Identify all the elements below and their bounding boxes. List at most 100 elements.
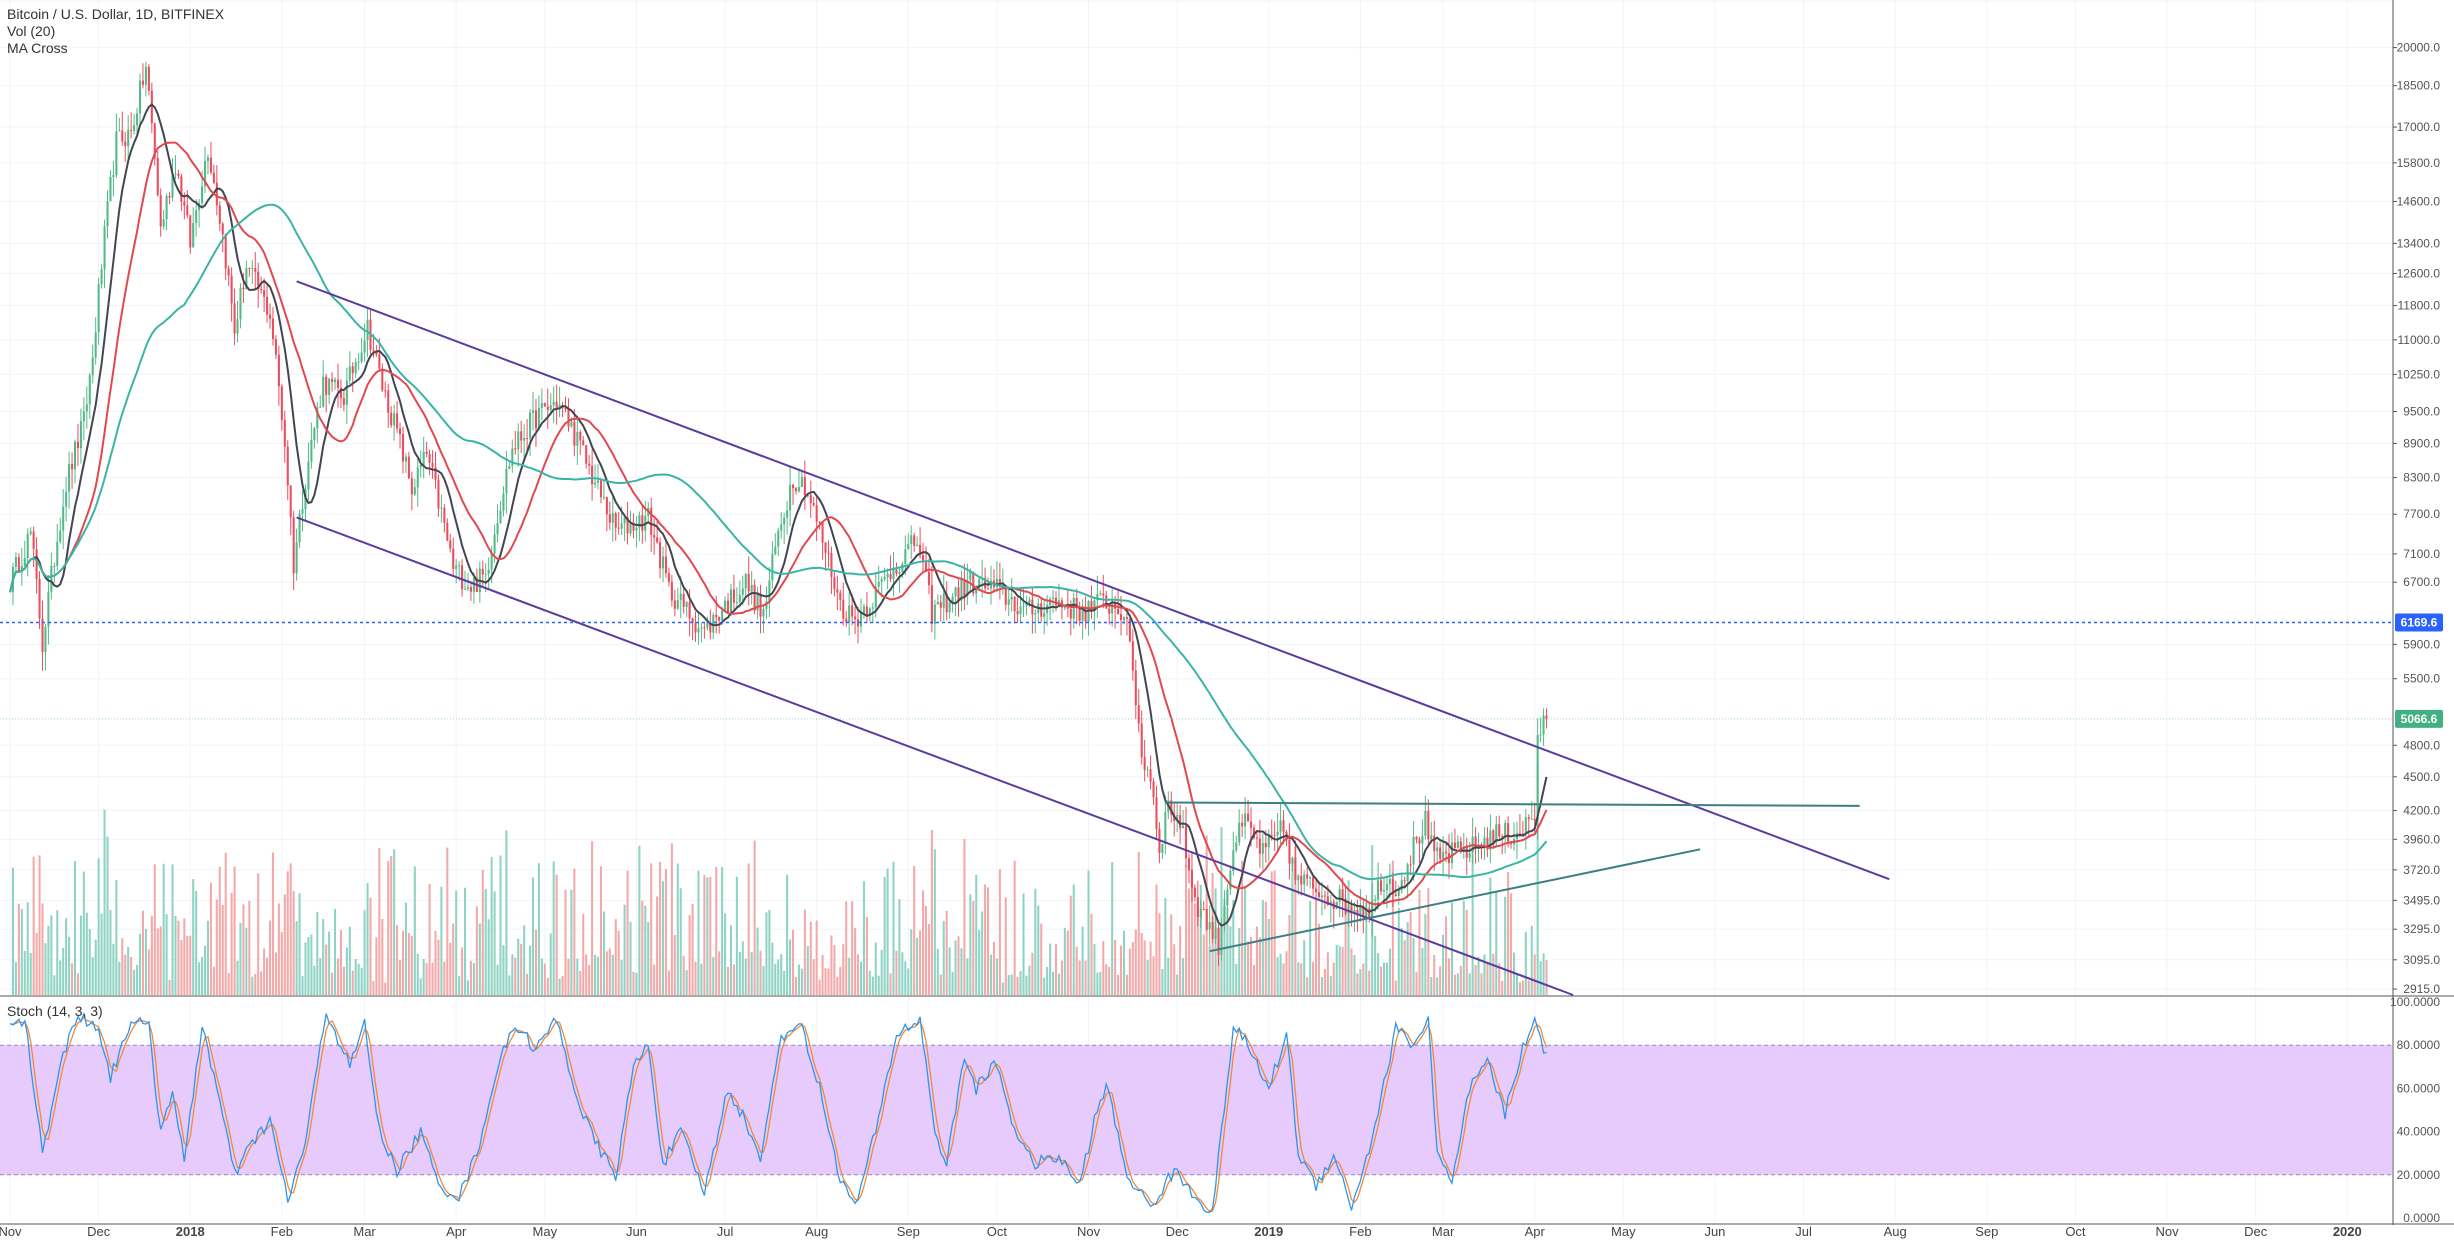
candle: [342, 398, 345, 405]
volume-bar: [1119, 945, 1123, 995]
volume-bar: [20, 908, 23, 995]
time-tick-label: Jun: [1704, 1224, 1725, 1239]
candle: [1182, 825, 1185, 829]
candle: [62, 506, 65, 531]
candle: [543, 403, 546, 407]
volume-bar: [496, 964, 499, 995]
candle: [786, 510, 789, 518]
candle: [286, 446, 289, 486]
candle: [667, 573, 670, 582]
volume-bar: [688, 915, 691, 995]
volume-bar: [186, 935, 189, 995]
volume-bar: [62, 947, 65, 995]
volume-bar: [150, 916, 153, 995]
volume-bar: [1043, 977, 1046, 995]
candle: [898, 571, 901, 574]
volume-bar: [195, 891, 198, 995]
candle: [41, 618, 44, 652]
time-tick-label: Feb: [1349, 1224, 1371, 1239]
candle: [1359, 905, 1362, 916]
volume-bar: [972, 900, 975, 995]
candle: [1211, 922, 1214, 939]
volume-bar: [886, 868, 889, 995]
candle: [215, 182, 218, 206]
candle: [68, 463, 71, 492]
stoch-indicator-label[interactable]: Stoch (14, 3, 3): [7, 1003, 103, 1019]
volume-bar: [529, 945, 532, 995]
volume-bar: [862, 881, 865, 995]
candle: [685, 602, 688, 607]
volume-bar: [59, 960, 62, 995]
volume-bar: [1001, 982, 1004, 995]
volume-bar: [954, 940, 957, 995]
volume-bar: [738, 951, 741, 995]
candle: [1371, 900, 1374, 918]
volume-bar: [1397, 907, 1400, 995]
volume-bar: [1374, 935, 1377, 995]
volume-bar: [1229, 926, 1232, 995]
candle: [339, 387, 342, 399]
trend-lines[interactable]: [296, 280, 1890, 996]
candle: [750, 584, 753, 592]
volume-bar: [1238, 928, 1241, 995]
candle: [1320, 895, 1323, 898]
volume-bar: [635, 972, 638, 995]
volume-bar: [948, 947, 951, 995]
candle: [1025, 603, 1028, 606]
candle: [555, 401, 558, 408]
volume-bar: [56, 910, 59, 995]
volume-bar: [700, 963, 703, 995]
candle: [82, 411, 85, 422]
candle: [599, 480, 603, 498]
candle: [534, 410, 537, 429]
volume-indicator-label[interactable]: Vol (20): [7, 23, 56, 39]
price-tick-label: 3095.0: [2403, 953, 2440, 967]
volume-bar: [741, 941, 744, 995]
volume-bar: [558, 978, 561, 995]
symbol-title[interactable]: Bitcoin / U.S. Dollar, 1D, BITFINEX: [7, 6, 225, 22]
candle: [484, 573, 487, 575]
volume-bar: [951, 971, 954, 995]
volume-bar: [342, 966, 345, 995]
candle: [794, 488, 798, 492]
last-price-badge: 5066.6: [2401, 712, 2438, 726]
candle: [283, 419, 286, 447]
candle: [1273, 834, 1276, 836]
candle: [209, 157, 212, 173]
volume-bar: [206, 920, 210, 995]
candle: [676, 599, 679, 609]
candle: [718, 616, 721, 621]
volume-bar: [1252, 964, 1256, 995]
candle: [1382, 890, 1386, 892]
volume-bar: [1010, 974, 1013, 995]
volume-bar: [1424, 913, 1427, 995]
volume-bar: [1167, 957, 1170, 995]
candle: [602, 497, 605, 499]
volume-bar: [588, 965, 591, 995]
candle: [1235, 842, 1238, 851]
volume-bar: [1108, 966, 1111, 995]
volume-bar: [585, 954, 588, 995]
candle: [789, 484, 792, 511]
volume-bar: [1182, 958, 1185, 995]
candle: [1306, 874, 1309, 879]
time-tick-label: Apr: [1525, 1224, 1546, 1239]
candle: [1397, 890, 1400, 896]
price-tick-label: 5500.0: [2403, 672, 2440, 686]
volume-bar: [771, 942, 774, 995]
ma-cross-indicator-label[interactable]: MA Cross: [7, 40, 68, 56]
candle: [1072, 597, 1075, 619]
volume-bar: [942, 920, 945, 995]
volume-bar: [549, 933, 552, 995]
volume-bar: [47, 925, 50, 995]
candle: [1179, 815, 1182, 829]
time-tick-label: Aug: [805, 1224, 828, 1239]
candle: [1170, 800, 1173, 815]
volume-bar: [1353, 955, 1356, 995]
volume-bar: [354, 958, 357, 995]
volume-bar: [224, 852, 227, 995]
price-tick-label: 10250.0: [2397, 367, 2441, 381]
volume-bar: [431, 962, 434, 995]
volume-bar: [461, 947, 464, 995]
